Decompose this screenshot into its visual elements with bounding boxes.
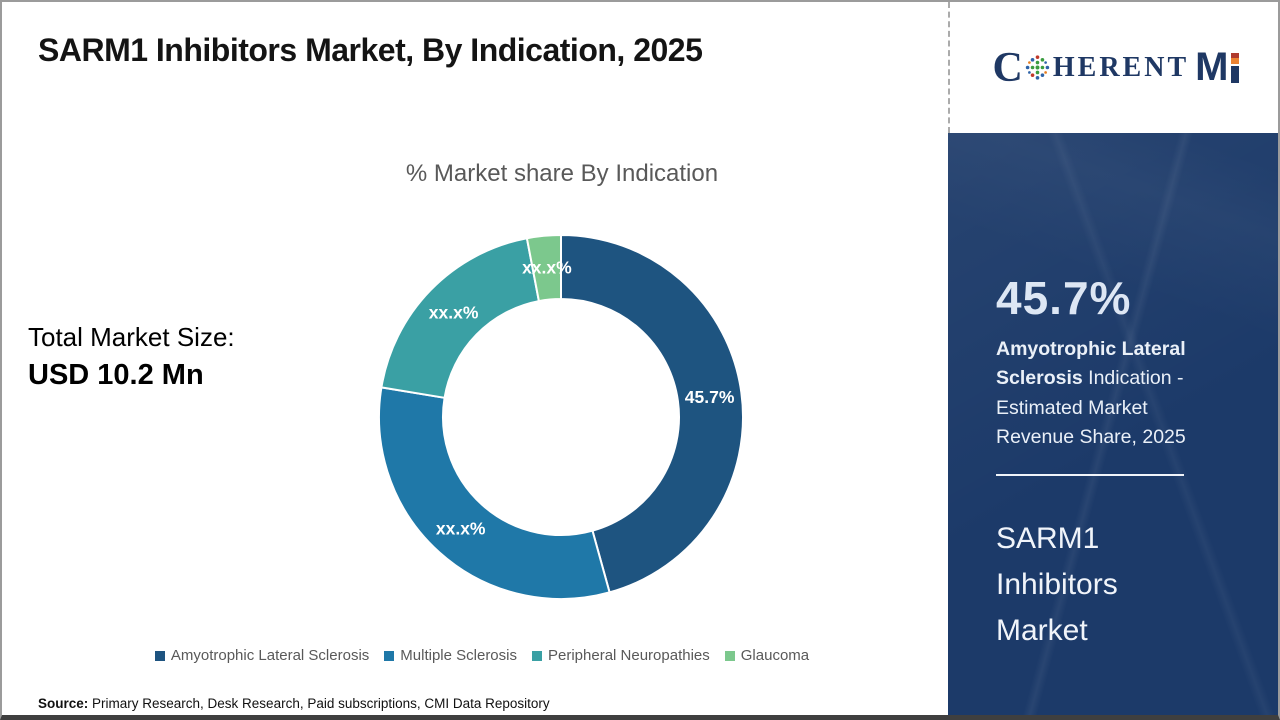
chart-legend: Amyotrophic Lateral Sclerosis Multiple Sc…	[42, 647, 922, 664]
source-text: Primary Research, Desk Research, Paid su…	[88, 696, 550, 711]
sidebar-highlight-value: 45.7%	[996, 272, 1132, 324]
legend-label: Peripheral Neuropathies	[548, 647, 710, 664]
donut-segment-label: xx.x%	[436, 519, 486, 539]
legend-swatch-icon	[724, 650, 735, 661]
legend-label: Multiple Sclerosis	[400, 647, 517, 664]
logo-mi-group: M	[1195, 44, 1240, 89]
donut-segment-4	[525, 234, 562, 303]
sidebar-highlight-bold: Amyotrophic Lateral Sclerosis	[996, 338, 1186, 390]
sidebar-navy-panel: 45.7% Amyotrophic Lateral Sclerosis Indi…	[948, 133, 1278, 715]
donut-segment-label: 45.7%	[685, 387, 735, 407]
donut-segment-label: xx.x%	[522, 258, 572, 278]
source-label: Source:	[38, 696, 89, 711]
legend-item-4: Glaucoma	[724, 647, 810, 664]
globe-dots-icon	[1025, 55, 1050, 80]
total-market-size-block: Total Market Size: USD 10.2 Mn	[28, 322, 235, 392]
legend-label: Glaucoma	[740, 647, 810, 664]
legend-label: Amyotrophic Lateral Sclerosis	[170, 647, 370, 664]
page-title: SARM1 Inhibitors Market, By Indication, …	[38, 32, 703, 68]
donut-chart: 45.7% xx.x% xx.x% xx.x%	[371, 227, 751, 607]
logo-letter-i-mark	[1231, 53, 1240, 84]
donut-segment-2	[378, 386, 611, 600]
sidebar-market-name: SARM1 Inhibitors Market	[996, 522, 1118, 647]
logo-area: C	[948, 2, 1278, 133]
right-sidebar: C	[948, 2, 1278, 715]
donut-segment-1	[560, 234, 744, 594]
legend-swatch-icon	[384, 650, 395, 661]
sidebar-highlight-regular: Indication - Estimated Market Revenue Sh…	[996, 367, 1186, 448]
logo-letters-herent: HERENT	[1052, 51, 1190, 83]
source-line: Source: Primary Research, Desk Research,…	[38, 696, 550, 711]
legend-item-3: Peripheral Neuropathies	[532, 647, 710, 664]
legend-swatch-icon	[154, 650, 165, 661]
coherentmi-logo: C	[993, 47, 1240, 89]
logo-letter-m: M	[1195, 44, 1229, 89]
legend-swatch-icon	[532, 650, 542, 661]
sidebar-divider	[996, 474, 1184, 476]
chart-subtitle: % Market share By Indication	[405, 160, 719, 187]
legend-item-2: Multiple Sclerosis	[384, 647, 517, 664]
donut-segment-label: xx.x%	[429, 302, 479, 322]
logo-letter-c: C	[992, 44, 1023, 91]
donut-chart-svg: 45.7% xx.x% xx.x% xx.x%	[378, 234, 744, 600]
total-market-size-label: Total Market Size:	[28, 322, 235, 352]
total-market-size-value: USD 10.2 Mn	[28, 359, 204, 391]
sidebar-highlight-description: Amyotrophic Lateral Sclerosis Indication…	[996, 335, 1214, 452]
legend-item-1: Amyotrophic Lateral Sclerosis	[154, 647, 370, 664]
